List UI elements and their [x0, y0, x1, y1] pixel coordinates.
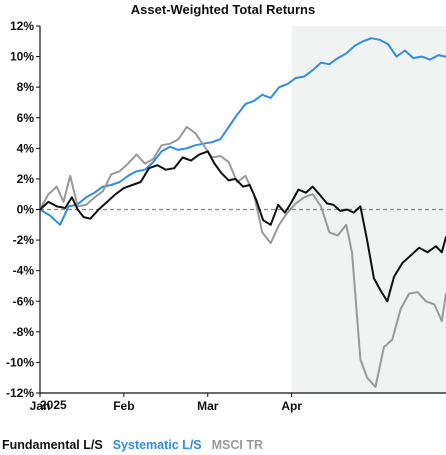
x-tick-label: Feb	[113, 399, 134, 413]
y-tick-label: -8%	[13, 325, 35, 339]
y-tick-label: -2%	[13, 233, 35, 247]
year-label: 2025	[40, 398, 67, 412]
legend-item: Fundamental L/S	[2, 438, 103, 452]
x-tick-label: Apr	[281, 399, 302, 413]
y-tick-label: 2%	[17, 172, 35, 186]
chart-title: Asset-Weighted Total Returns	[131, 2, 315, 17]
y-tick-label: 4%	[17, 141, 35, 155]
legend-item: Systematic L/S	[113, 438, 202, 452]
x-tick-label: Jan	[30, 399, 51, 413]
y-tick-label: 12%	[10, 19, 34, 33]
series-line-systematic-l-s	[39, 37, 446, 226]
legend-item: MSCI TR	[212, 438, 263, 452]
y-tick-label: -10%	[6, 355, 34, 369]
y-tick-label: 8%	[17, 80, 35, 94]
y-tick-label: 0%	[17, 203, 35, 217]
x-tick-label: Mar	[197, 399, 219, 413]
series-line-fundamental-l-s	[39, 150, 446, 303]
y-tick-label: 10%	[10, 50, 34, 64]
y-tick-label: 6%	[17, 111, 35, 125]
series-line-msci-tr	[39, 125, 446, 388]
y-tick-label: -12%	[6, 386, 34, 400]
y-tick-label: -6%	[13, 294, 35, 308]
y-tick-label: -4%	[13, 264, 35, 278]
